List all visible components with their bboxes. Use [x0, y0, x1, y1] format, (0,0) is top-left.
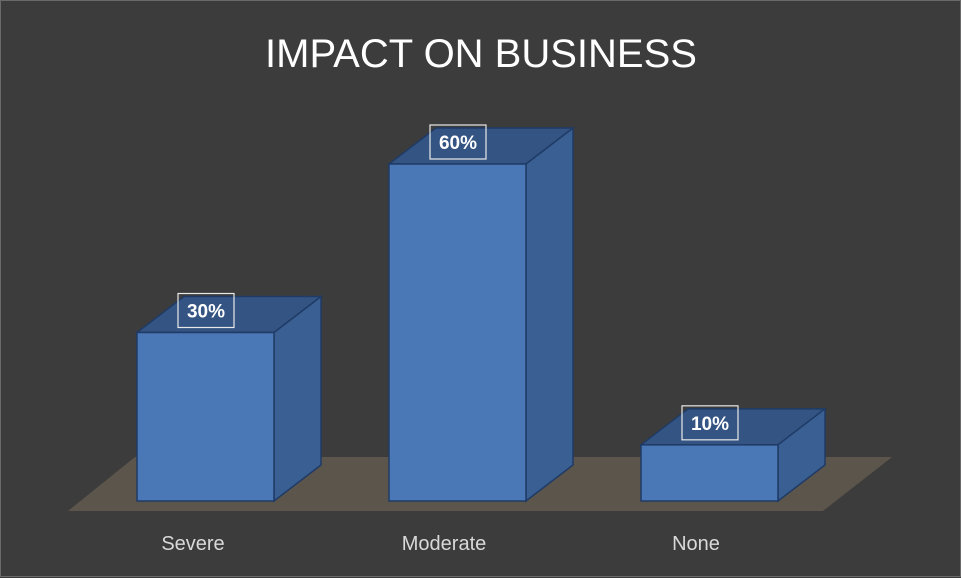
bar-none: 10%	[638, 405, 828, 503]
bar-side-face	[273, 294, 322, 503]
bar-severe: 30%	[134, 292, 324, 503]
data-label-box	[681, 405, 739, 441]
category-label: Moderate	[402, 533, 487, 555]
bar-moderate: 60%	[386, 124, 576, 503]
bar-front-face	[388, 163, 527, 502]
data-label: 10%	[681, 405, 739, 441]
category-label: None	[672, 533, 720, 555]
data-label: 30%	[177, 292, 235, 329]
bar-front-face	[136, 331, 275, 502]
data-label-text: 60%	[439, 133, 477, 154]
data-label-box	[429, 124, 487, 160]
chart-title: IMPACT ON BUSINESS	[265, 32, 697, 76]
category-label: Severe	[161, 533, 224, 555]
bar-side-face	[525, 126, 574, 503]
bar-front-face	[640, 444, 779, 502]
data-label: 60%	[429, 124, 487, 160]
data-label-text: 30%	[187, 302, 225, 323]
data-label-text: 10%	[691, 414, 729, 435]
data-label-box	[177, 292, 235, 329]
